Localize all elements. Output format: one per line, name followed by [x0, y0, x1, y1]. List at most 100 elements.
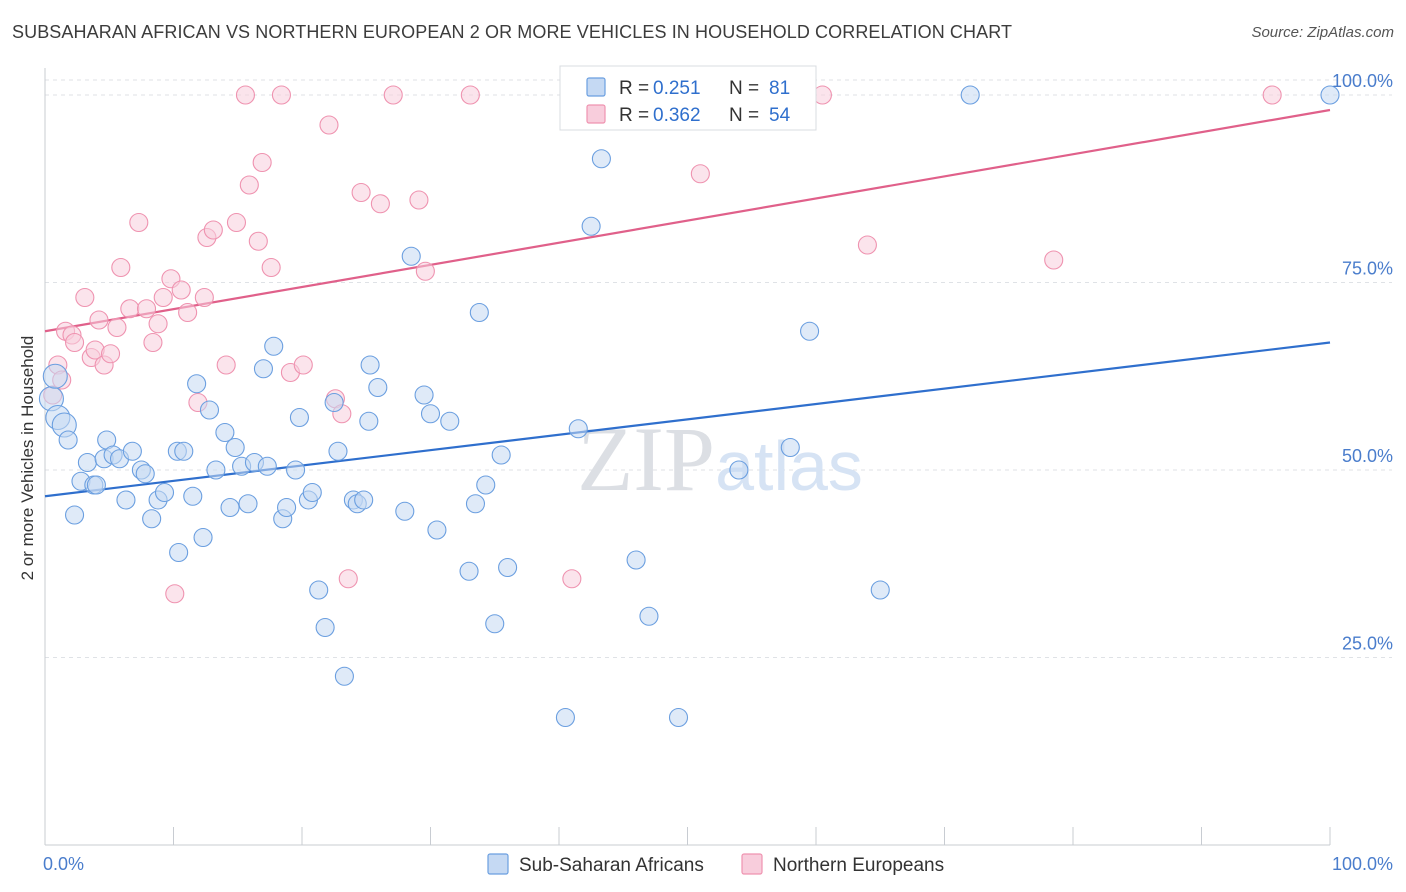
chart-title: SUBSAHARAN AFRICAN VS NORTHERN EUROPEAN …	[12, 22, 1013, 42]
point-sub-saharan	[135, 464, 155, 484]
point-northern-european	[460, 85, 480, 105]
stats-legend-swatch	[586, 104, 606, 124]
point-sub-saharan	[238, 494, 258, 514]
point-northern-european	[690, 164, 710, 184]
point-northern-european	[409, 190, 429, 210]
point-sub-saharan	[187, 374, 207, 394]
stats-n-label: N =	[729, 105, 759, 126]
point-sub-saharan	[220, 497, 240, 518]
y-tick-label: 25.0%	[1342, 634, 1393, 654]
point-sub-saharan	[42, 363, 68, 389]
point-sub-saharan	[729, 460, 749, 480]
point-sub-saharan	[960, 85, 980, 105]
point-sub-saharan	[401, 246, 421, 266]
point-northern-european	[203, 220, 223, 240]
stats-n-value: 81	[769, 78, 790, 99]
point-sub-saharan	[414, 385, 434, 405]
point-northern-european	[857, 235, 877, 255]
point-northern-european	[1044, 250, 1064, 270]
point-sub-saharan	[476, 475, 496, 495]
point-northern-european	[148, 314, 168, 334]
series-legend-label: Sub-Saharan Africans	[519, 855, 704, 876]
chart-source: Source: ZipAtlas.com	[1251, 24, 1394, 41]
point-northern-european	[562, 569, 582, 589]
point-northern-european	[107, 317, 127, 338]
point-sub-saharan	[289, 407, 309, 428]
point-sub-saharan	[328, 441, 348, 461]
point-sub-saharan	[639, 606, 659, 626]
point-sub-saharan	[368, 377, 388, 398]
point-sub-saharan	[122, 441, 142, 461]
point-sub-saharan	[77, 452, 97, 473]
point-sub-saharan	[581, 216, 601, 236]
point-sub-saharan	[555, 707, 575, 728]
point-sub-saharan	[626, 550, 646, 570]
point-northern-european	[178, 302, 198, 323]
point-sub-saharan	[485, 614, 505, 634]
data-points	[38, 85, 1340, 728]
y-tick-label: 75.0%	[1342, 259, 1393, 279]
trend-line-northern-european	[44, 108, 1331, 333]
point-sub-saharan	[225, 437, 245, 458]
point-sub-saharan	[591, 149, 611, 169]
tick-labels: 25.0% 50.0% 75.0% 100.0% 0.0% 100.0%	[43, 71, 1393, 874]
stats-r-label: R =	[619, 78, 649, 99]
point-sub-saharan	[286, 460, 306, 480]
point-northern-european	[136, 299, 157, 319]
point-sub-saharan	[58, 430, 78, 450]
point-sub-saharan	[309, 580, 329, 600]
point-sub-saharan	[427, 520, 447, 540]
stats-n-label: N =	[729, 78, 759, 99]
point-sub-saharan	[199, 400, 220, 420]
point-sub-saharan	[315, 617, 335, 638]
point-sub-saharan	[302, 482, 322, 503]
axes	[44, 68, 1331, 846]
point-sub-saharan	[491, 445, 511, 465]
point-sub-saharan	[215, 422, 235, 443]
point-sub-saharan	[420, 404, 441, 424]
x-tick-label-max: 100.0%	[1332, 854, 1393, 874]
y-tick-label: 100.0%	[1332, 71, 1393, 91]
point-sub-saharan	[65, 505, 85, 525]
point-northern-european	[194, 287, 214, 308]
point-sub-saharan	[142, 509, 162, 529]
point-sub-saharan	[324, 392, 344, 413]
series-legend-label: Northern Europeans	[773, 855, 944, 876]
point-sub-saharan	[174, 441, 194, 461]
point-sub-saharan	[469, 302, 489, 323]
point-northern-european	[129, 212, 149, 233]
point-northern-european	[415, 261, 435, 281]
point-northern-european	[235, 85, 256, 105]
point-sub-saharan	[154, 482, 175, 503]
point-sub-saharan	[169, 542, 189, 563]
point-sub-saharan	[334, 666, 354, 686]
stats-r-value: 0.251	[653, 78, 701, 99]
point-northern-european	[319, 115, 339, 135]
stats-legend: R = 0.251 N = 81 R = 0.362 N = 54	[559, 65, 817, 131]
series-legend: Sub-Saharan Africans Northern Europeans	[487, 853, 944, 876]
point-northern-european	[252, 152, 272, 173]
point-sub-saharan	[440, 411, 460, 431]
point-sub-saharan	[360, 355, 380, 375]
point-northern-european	[370, 194, 390, 214]
point-sub-saharan	[668, 707, 689, 728]
point-northern-european	[1262, 85, 1282, 105]
point-sub-saharan	[277, 497, 297, 518]
point-sub-saharan	[354, 490, 374, 510]
point-northern-european	[153, 287, 173, 308]
point-sub-saharan	[86, 475, 106, 495]
series-legend-swatch	[741, 853, 763, 875]
point-northern-european	[120, 299, 140, 319]
point-sub-saharan	[459, 561, 479, 581]
point-sub-saharan	[465, 494, 486, 514]
point-northern-european	[383, 85, 403, 105]
point-northern-european	[293, 355, 313, 375]
point-sub-saharan	[1320, 85, 1340, 105]
point-northern-european	[75, 287, 95, 308]
point-northern-european	[216, 355, 236, 375]
point-sub-saharan	[264, 336, 284, 356]
point-northern-european	[171, 280, 191, 300]
x-tick-label-min: 0.0%	[43, 854, 84, 874]
series-legend-swatch	[487, 853, 509, 875]
point-northern-european	[89, 310, 109, 330]
